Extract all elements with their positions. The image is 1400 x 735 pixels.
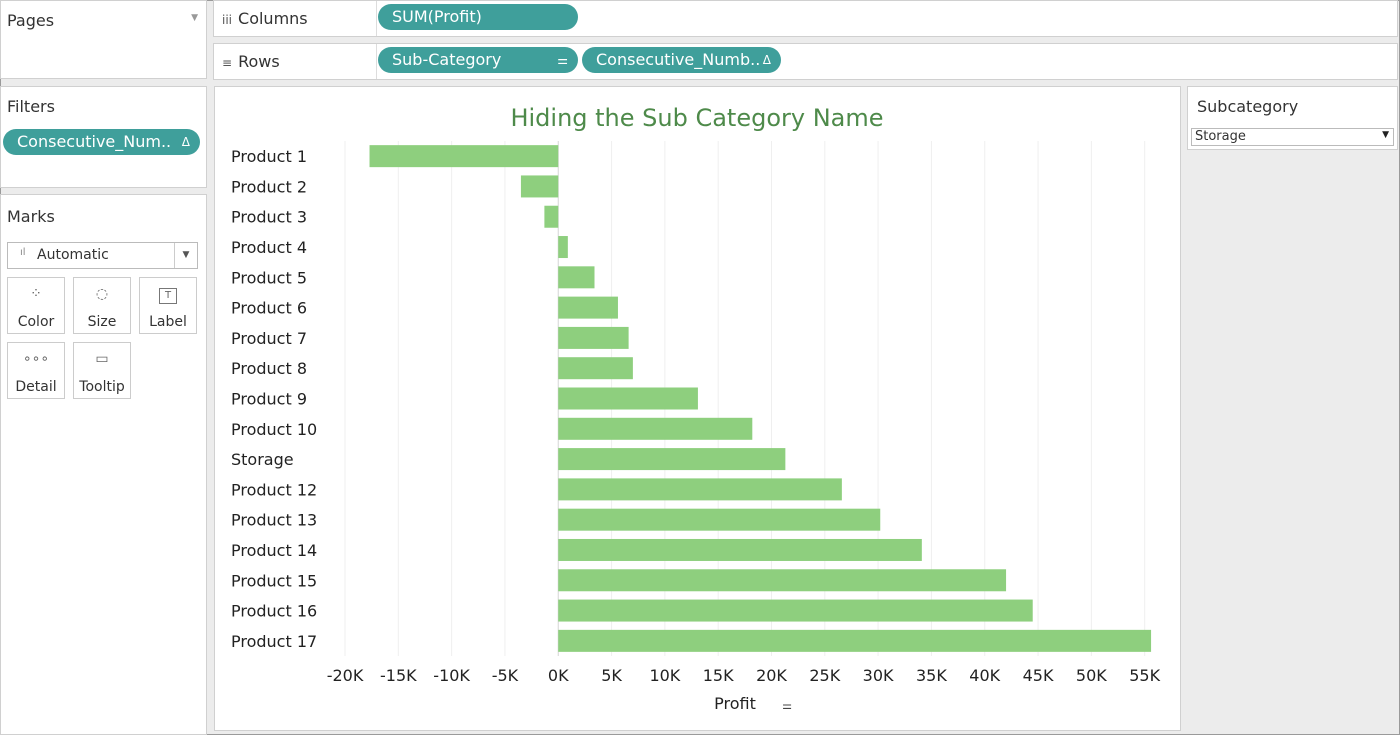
bar-chart[interactable]: Hiding the Sub Category Name -20K -15K -10K… — [215, 87, 1180, 730]
filter-pill-consecutive-number[interactable]: Consecutive_Num.. Δ — [3, 129, 200, 155]
chart-title: Hiding the Sub Category Name — [510, 104, 883, 132]
bar — [544, 205, 559, 228]
category-label: Product 13 — [231, 511, 317, 530]
marks-title: Marks — [7, 207, 55, 226]
pill-sub-category[interactable]: Sub-Category ⚌ — [378, 47, 578, 73]
pill-sum-profit[interactable]: SUM(Profit) — [378, 4, 578, 30]
x-tick-label: 50K — [1076, 666, 1107, 685]
subcategory-value: Storage — [1195, 129, 1246, 144]
category-label: Product 7 — [231, 329, 307, 348]
category-label: Product 17 — [231, 632, 317, 651]
bar — [558, 629, 1152, 652]
subcategory-select[interactable]: Storage ▼ — [1191, 128, 1394, 146]
category-label: Product 2 — [231, 177, 307, 196]
bar — [558, 478, 842, 501]
bar — [558, 387, 698, 410]
bar — [558, 538, 922, 561]
x-tick-label: -10K — [433, 666, 470, 685]
mark-type-value: Automatic — [37, 247, 109, 263]
marks-panel: Marks ıl Automatic ▼ ⁘ Color ◌ Size T La… — [0, 194, 207, 735]
pages-title: Pages — [7, 11, 55, 30]
x-tick-label: 45K — [1023, 666, 1054, 685]
detail-icon: ∘∘∘ — [22, 351, 50, 367]
mark-type-select[interactable]: ıl Automatic ▼ — [7, 242, 198, 269]
category-label: Product 6 — [231, 299, 307, 318]
tooltip-icon: ▭ — [95, 351, 109, 367]
tooltip-card[interactable]: ▭ Tooltip — [73, 342, 131, 399]
category-label: Product 10 — [231, 420, 317, 439]
color-card[interactable]: ⁘ Color — [7, 277, 65, 334]
bar — [558, 448, 786, 471]
pill-consecutive-number[interactable]: Consecutive_Numb.. Δ — [582, 47, 781, 73]
detail-card[interactable]: ∘∘∘ Detail — [7, 342, 65, 399]
category-label: Product 5 — [231, 268, 307, 287]
category-label: Product 8 — [231, 359, 307, 378]
delta-icon: Δ — [762, 53, 771, 67]
bar — [369, 145, 559, 168]
label-icon: T — [140, 286, 196, 304]
x-tick-label: -15K — [380, 666, 417, 685]
rows-label: Rows — [238, 52, 280, 71]
x-tick-label: 55K — [1129, 666, 1160, 685]
filters-title: Filters — [7, 97, 55, 116]
chart-panel: Hiding the Sub Category Name -20K -15K -10K… — [214, 86, 1181, 731]
bar — [558, 508, 881, 531]
category-label: Product 15 — [231, 571, 317, 590]
rows-icon: ≡ — [222, 56, 233, 70]
subcategory-title: Subcategory — [1197, 97, 1299, 116]
bar — [558, 266, 595, 289]
x-tick-label: 25K — [809, 666, 840, 685]
x-tick-label: 15K — [703, 666, 734, 685]
category-label: Product 12 — [231, 480, 317, 499]
category-label: Product 9 — [231, 390, 307, 409]
x-tick-label: 20K — [756, 666, 787, 685]
subcategory-panel: Subcategory Storage ▼ — [1187, 86, 1398, 150]
x-tick-label: 5K — [601, 666, 622, 685]
bar-chart-icon: ıl — [20, 247, 26, 258]
size-card[interactable]: ◌ Size — [73, 277, 131, 334]
x-axis-title: Profit — [714, 694, 756, 713]
sort-icon: ⚌ — [557, 53, 568, 67]
delta-icon: Δ — [181, 135, 190, 149]
bar — [558, 417, 753, 440]
color-icon: ⁘ — [30, 286, 42, 302]
x-tick-label: 40K — [969, 666, 1000, 685]
columns-label: Columns — [238, 9, 308, 28]
sort-icon: ⚌ — [782, 699, 792, 712]
x-tick-label: 0K — [548, 666, 569, 685]
columns-icon: iii — [222, 13, 233, 27]
bar — [520, 175, 559, 198]
bar — [558, 326, 629, 349]
pages-panel: Pages ▼ — [0, 0, 207, 79]
chevron-down-icon[interactable]: ▼ — [191, 13, 198, 23]
category-label: Product 1 — [231, 147, 307, 166]
bar — [558, 296, 618, 319]
category-label: Product 14 — [231, 541, 317, 560]
bar — [558, 357, 633, 380]
x-tick-label: 35K — [916, 666, 947, 685]
x-tick-label: 10K — [649, 666, 680, 685]
x-tick-label: 30K — [863, 666, 894, 685]
bar — [558, 599, 1033, 622]
chevron-down-icon[interactable]: ▼ — [1382, 130, 1389, 140]
bar — [558, 236, 568, 259]
category-label: Product 3 — [231, 208, 307, 227]
size-icon: ◌ — [95, 286, 109, 302]
category-label: Storage — [231, 450, 294, 469]
category-label: Product 16 — [231, 602, 317, 621]
x-tick-label: -20K — [327, 666, 364, 685]
label-card[interactable]: T Label — [139, 277, 197, 334]
chevron-down-icon[interactable]: ▼ — [174, 243, 197, 268]
bar — [558, 569, 1007, 592]
category-label: Product 4 — [231, 238, 307, 257]
x-tick-label: -5K — [492, 666, 519, 685]
